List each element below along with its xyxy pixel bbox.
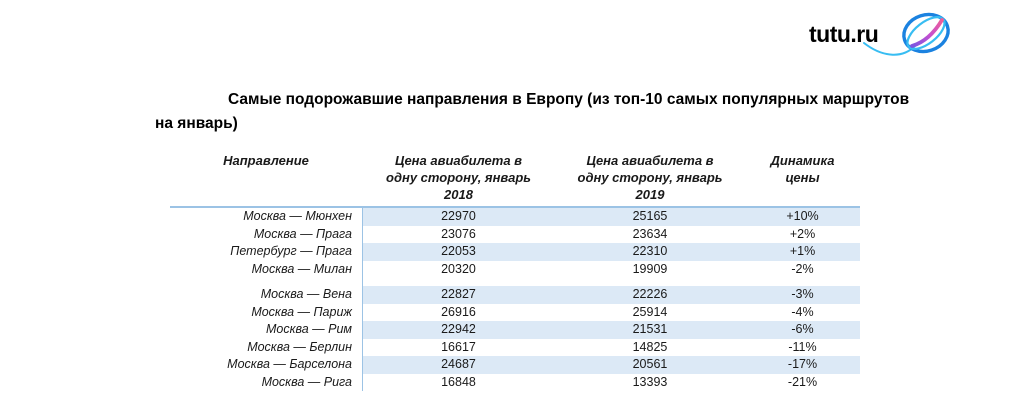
table-row: Москва — Рига 16848 13393 -21% <box>170 373 860 391</box>
table-body: Москва — Мюнхен 22970 25165 +10% Москва … <box>170 208 860 391</box>
price-2018-cell: 16848 <box>441 374 476 389</box>
price-change-cell: +2% <box>789 226 816 241</box>
table-row: Москва — Милан 20320 19909 -2% <box>170 260 860 278</box>
tutu-logo-graphic: tutu.ru <box>809 12 950 56</box>
price-2018-cell: 16617 <box>441 339 476 354</box>
price-2019-cell: 22310 <box>555 243 745 261</box>
price-change-cell: +1% <box>745 243 860 261</box>
table-row: Москва — Рим 22942 21531 -6% <box>170 321 860 339</box>
price-2019-cell: 25165 <box>555 208 745 226</box>
price-change-cell: -3% <box>745 286 860 304</box>
title-line-1: Самые подорожавшие направления в Европу … <box>228 91 910 108</box>
direction-cell: Москва — Мюнхен <box>170 208 362 226</box>
title-line-2: на январь) <box>155 115 238 132</box>
price-change-cell: -11% <box>788 339 817 354</box>
column-header-change: Динамика цены <box>770 153 835 185</box>
globe-icon <box>863 12 950 56</box>
direction-cell: Москва — Рига <box>170 373 362 391</box>
table-row: Петербург — Прага 22053 22310 +1% <box>170 243 860 261</box>
row-group-gap <box>170 278 860 286</box>
price-change-cell: -6% <box>745 321 860 339</box>
price-2019-cell: 14825 <box>632 339 668 354</box>
table-row: Москва — Прага 23076 23634 +2% <box>170 225 860 243</box>
price-2018-cell: 24687 <box>362 356 555 374</box>
column-header-direction: Направление <box>223 153 309 168</box>
direction-cell: Москва — Прага <box>170 225 362 243</box>
table-row: Москва — Мюнхен 22970 25165 +10% <box>170 208 860 226</box>
price-2019-cell: 19909 <box>632 261 668 276</box>
direction-cell: Москва — Барселона <box>170 356 362 374</box>
price-change-cell: -17% <box>745 356 860 374</box>
direction-cell: Москва — Вена <box>170 286 362 304</box>
table-header-row: Направление Цена авиабилета в одну сторо… <box>170 152 860 208</box>
price-2019-cell: 20561 <box>555 356 745 374</box>
table-row: Москва — Вена 22827 22226 -3% <box>170 286 860 304</box>
page-title: Самые подорожавшие направления в Европу … <box>155 88 917 136</box>
price-2018-cell: 22827 <box>362 286 555 304</box>
price-2019-cell: 25914 <box>632 304 668 319</box>
logo-text: tutu.ru <box>809 21 878 47</box>
price-2019-cell: 22226 <box>555 286 745 304</box>
price-change-cell: -4% <box>791 304 814 319</box>
tutu-logo: tutu.ru <box>808 6 958 60</box>
table-row: Москва — Берлин 16617 14825 -11% <box>170 338 860 356</box>
column-header-price-2018: Цена авиабилета в одну сторону, январь 2… <box>386 153 531 202</box>
price-2019-cell: 23634 <box>632 226 668 241</box>
price-2019-cell: 21531 <box>555 321 745 339</box>
direction-cell: Петербург — Прага <box>170 243 362 261</box>
price-2019-cell: 13393 <box>632 374 668 389</box>
price-2018-cell: 23076 <box>441 226 476 241</box>
price-change-cell: -21% <box>787 374 818 389</box>
price-2018-cell: 22942 <box>362 321 555 339</box>
price-table: Направление Цена авиабилета в одну сторо… <box>170 152 860 391</box>
table-row: Москва — Барселона 24687 20561 -17% <box>170 356 860 374</box>
direction-cell: Москва — Милан <box>170 260 362 278</box>
direction-cell: Москва — Рим <box>170 321 362 339</box>
price-change-cell: +10% <box>745 208 860 226</box>
price-2018-cell: 22053 <box>362 243 555 261</box>
price-change-cell: -2% <box>791 261 814 276</box>
direction-cell: Москва — Париж <box>170 303 362 321</box>
price-2018-cell: 26916 <box>441 304 476 319</box>
table-row: Москва — Париж 26916 25914 -4% <box>170 303 860 321</box>
direction-cell: Москва — Берлин <box>170 338 362 356</box>
column-header-price-2019: Цена авиабилета в одну сторону, январь 2… <box>577 153 723 202</box>
price-2018-cell: 20320 <box>441 261 476 276</box>
price-2018-cell: 22970 <box>362 208 555 226</box>
